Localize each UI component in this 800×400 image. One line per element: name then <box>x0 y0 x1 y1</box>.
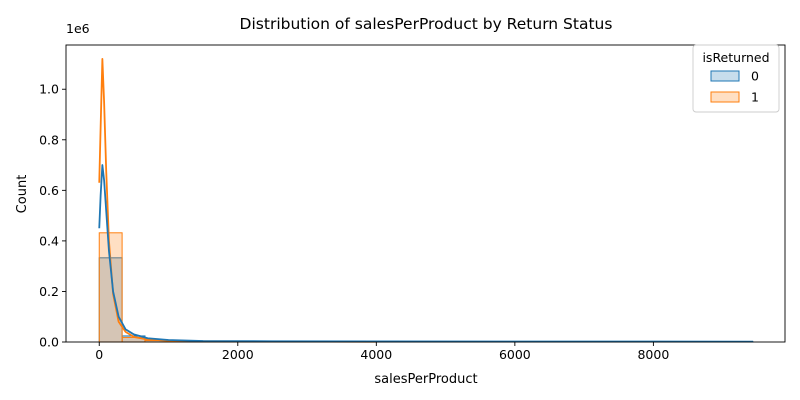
y-tick-label: 0.8 <box>39 132 59 147</box>
y-tick-label: 0.2 <box>39 284 59 299</box>
legend-swatch-0 <box>710 70 740 82</box>
legend-label-1: 1 <box>751 90 759 105</box>
y-axis-label: Count <box>15 175 30 214</box>
x-tick-label: 8000 <box>637 347 669 362</box>
x-axis-label: salesPerProduct <box>374 372 477 387</box>
x-axis: 0 2000 4000 6000 8000 <box>95 342 669 362</box>
kde-line-series-0 <box>98 164 754 343</box>
legend-title: isReturned <box>702 50 769 65</box>
x-tick-label: 0 <box>95 347 103 362</box>
kde-layer <box>98 58 754 343</box>
x-tick-label: 6000 <box>499 347 531 362</box>
legend: isReturned 01 <box>692 44 780 113</box>
y-axis: 0.0 0.2 0.4 0.6 0.8 1.0 <box>39 82 66 350</box>
bar-series-1-bin-0 <box>98 232 123 343</box>
y-tick-label: 1.0 <box>39 82 59 97</box>
legend-entries: 01 <box>710 69 759 105</box>
y-tick-label: 0.0 <box>39 335 59 350</box>
y-offset-label: 1e6 <box>66 21 90 36</box>
chart-title: Distribution of salesPerProduct by Retur… <box>240 15 613 33</box>
legend-swatch-1 <box>710 91 740 103</box>
y-tick-label: 0.6 <box>39 183 59 198</box>
x-tick-label: 4000 <box>360 347 392 362</box>
legend-label-0: 0 <box>751 69 759 84</box>
axes-frame <box>65 44 786 343</box>
legend-box <box>692 44 780 113</box>
y-tick-label: 0.4 <box>39 233 59 248</box>
x-tick-label: 2000 <box>222 347 254 362</box>
